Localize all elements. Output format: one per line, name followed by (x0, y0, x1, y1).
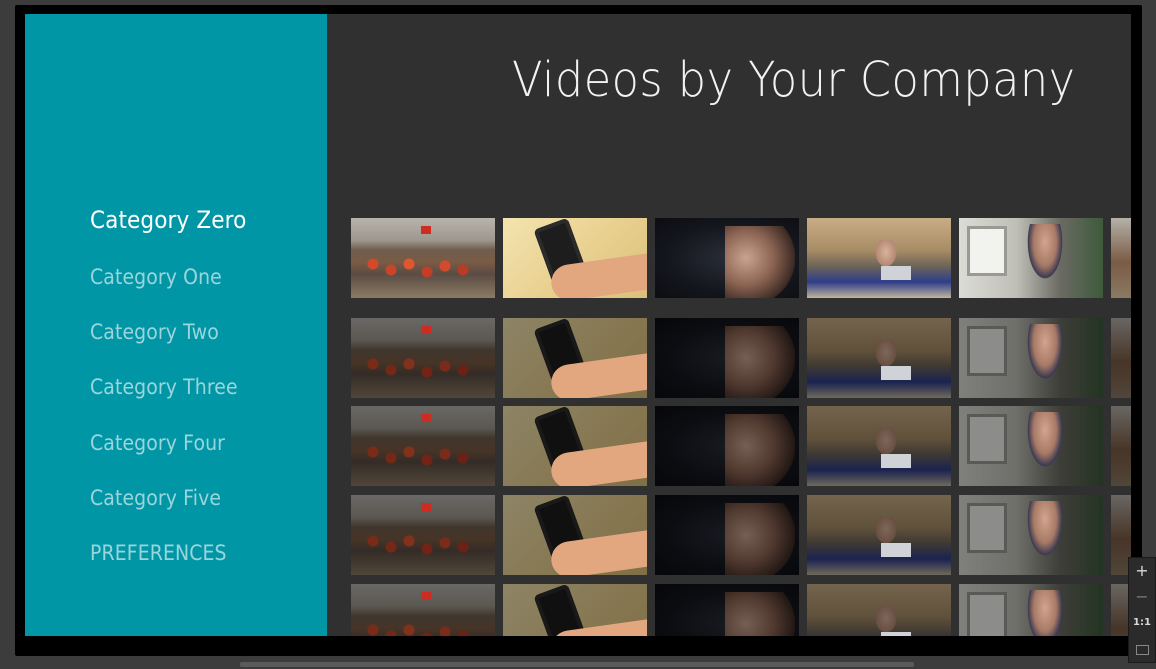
card-dim-overlay (807, 584, 951, 636)
man-at-computer-thumbnail[interactable] (959, 406, 1103, 486)
man-profile-dark-thumbnail[interactable] (655, 218, 799, 298)
card-dim-overlay (1111, 584, 1131, 636)
sidebar-item-preferences[interactable]: PREFERENCES (90, 541, 227, 565)
page-title: Videos by Your Company (512, 52, 1076, 108)
category-sidebar: Category Zero Category One Category Two … (25, 14, 327, 636)
phone-in-hand-thumbnail[interactable] (503, 584, 647, 636)
partial-thumbnail[interactable] (1111, 495, 1131, 575)
partial-thumbnail[interactable] (1111, 584, 1131, 636)
disaster-relief-workers-thumbnail[interactable] (351, 495, 495, 575)
man-in-tent-laptop-thumbnail[interactable] (807, 495, 951, 575)
phone-in-hand-thumbnail[interactable] (503, 495, 647, 575)
zoom-in-button[interactable]: + (1135, 561, 1149, 580)
partial-thumbnail[interactable] (1111, 406, 1131, 486)
phone-in-hand-thumbnail[interactable] (503, 406, 647, 486)
card-dim-overlay (351, 318, 495, 398)
horizontal-scrollbar[interactable] (240, 662, 914, 667)
partial-thumbnail[interactable] (1111, 318, 1131, 398)
card-dim-overlay (503, 406, 647, 486)
partial-thumbnail[interactable] (1111, 218, 1131, 298)
card-dim-overlay (807, 495, 951, 575)
sidebar-item-category-one[interactable]: Category One (90, 265, 222, 289)
card-dim-overlay (959, 584, 1103, 636)
tv-screen: Category Zero Category One Category Two … (25, 14, 1131, 636)
actual-size-button[interactable]: 1:1 (1133, 617, 1151, 628)
card-dim-overlay (807, 406, 951, 486)
man-at-computer-thumbnail[interactable] (959, 495, 1103, 575)
card-dim-overlay (959, 406, 1103, 486)
disaster-relief-workers-thumbnail[interactable] (351, 318, 495, 398)
man-profile-dark-thumbnail[interactable] (655, 406, 799, 486)
card-dim-overlay (1111, 406, 1131, 486)
fit-screen-icon (1135, 644, 1149, 655)
card-dim-overlay (655, 495, 799, 575)
sidebar-item-category-five[interactable]: Category Five (90, 486, 222, 510)
phone-in-hand-thumbnail[interactable] (503, 318, 647, 398)
man-at-computer-thumbnail[interactable] (959, 318, 1103, 398)
sidebar-item-category-two[interactable]: Category Two (90, 320, 219, 344)
card-dim-overlay (503, 318, 647, 398)
card-dim-overlay (351, 584, 495, 636)
card-dim-overlay (503, 495, 647, 575)
disaster-relief-workers-thumbnail[interactable] (351, 584, 495, 636)
man-in-tent-laptop-thumbnail[interactable] (807, 318, 951, 398)
sidebar-item-category-zero[interactable]: Category Zero (90, 206, 247, 234)
card-dim-overlay (655, 406, 799, 486)
fit-screen-button[interactable] (1129, 636, 1155, 662)
man-at-computer-thumbnail[interactable] (959, 218, 1103, 298)
disaster-relief-workers-thumbnail[interactable] (351, 406, 495, 486)
card-dim-overlay (959, 318, 1103, 398)
card-dim-overlay (959, 495, 1103, 575)
sidebar-item-category-four[interactable]: Category Four (90, 431, 226, 455)
man-at-computer-thumbnail[interactable] (959, 584, 1103, 636)
man-profile-dark-thumbnail[interactable] (655, 495, 799, 575)
card-dim-overlay (503, 584, 647, 636)
card-dim-overlay (1111, 318, 1131, 398)
phone-in-hand-thumbnail[interactable] (503, 218, 647, 298)
man-profile-dark-thumbnail[interactable] (655, 584, 799, 636)
sidebar-item-category-three[interactable]: Category Three (90, 375, 238, 399)
card-dim-overlay (655, 584, 799, 636)
man-profile-dark-thumbnail[interactable] (655, 318, 799, 398)
zoom-out-button[interactable]: − (1135, 587, 1149, 606)
disaster-relief-workers-thumbnail[interactable] (351, 218, 495, 298)
man-in-tent-laptop-thumbnail[interactable] (807, 584, 951, 636)
card-dim-overlay (655, 318, 799, 398)
man-in-tent-laptop-thumbnail[interactable] (807, 406, 951, 486)
man-in-tent-laptop-thumbnail[interactable] (807, 218, 951, 298)
card-dim-overlay (1111, 495, 1131, 575)
card-dim-overlay (807, 318, 951, 398)
card-dim-overlay (351, 495, 495, 575)
card-dim-overlay (351, 406, 495, 486)
zoom-controls: + − 1:1 (1128, 557, 1156, 663)
